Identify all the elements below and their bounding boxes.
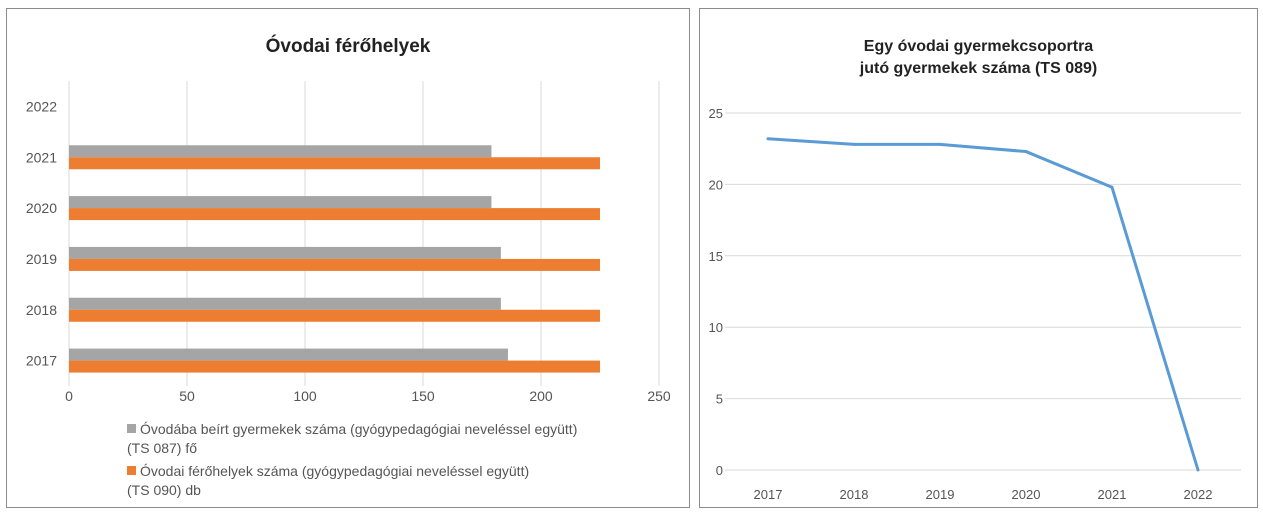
bar-enrolled xyxy=(69,297,501,310)
line-y-tick-label: 25 xyxy=(709,106,723,121)
bar-capacity xyxy=(69,360,600,373)
legend-label-enrolled-line2: (TS 087) fő xyxy=(127,440,198,456)
legend-label-enrolled-line1: Óvodába beírt gyermekek száma (gyógypeda… xyxy=(140,421,578,437)
bar-x-tick-label: 0 xyxy=(65,388,73,404)
line-y-tick-label: 0 xyxy=(716,463,723,478)
bar-capacity xyxy=(69,157,600,170)
legend-item-capacity: Óvodai férőhelyek száma (gyógypedagógiai… xyxy=(127,462,529,500)
line-chart-title-line1: Egy óvodai gyermekcsoportra xyxy=(863,38,1094,55)
bar-capacity xyxy=(69,309,600,322)
line-point xyxy=(1110,185,1114,189)
line-y-tick-label: 5 xyxy=(716,392,723,407)
bar-y-tick-label: 2017 xyxy=(26,353,57,369)
line-series xyxy=(767,137,1200,471)
line-chart-plot: 0 5 10 15 20 25 2017 2018 2019 2020 2021 2022 xyxy=(709,106,1241,502)
line-x-tick-label: 2020 xyxy=(1012,487,1041,502)
bar-y-tick-label: 2018 xyxy=(26,302,57,318)
line-point xyxy=(766,137,770,141)
line-x-tick-label: 2019 xyxy=(926,487,955,502)
line-x-tick-label: 2021 xyxy=(1098,487,1127,502)
line-point xyxy=(1196,468,1200,472)
line-point xyxy=(938,142,942,146)
bar-chart-plot: 0 50 100 150 200 250 2017 2018 2019 2020 2021 2022 xyxy=(26,81,671,404)
line-x-tick-label: 2022 xyxy=(1184,487,1213,502)
bar-capacity xyxy=(69,208,600,221)
bar-chart-title: Óvodai férőhelyek xyxy=(265,36,431,57)
bar-x-tick-label: 50 xyxy=(179,388,195,404)
line-y-tick-label: 20 xyxy=(709,177,723,192)
bar-x-tick-label: 150 xyxy=(411,388,435,404)
bar-capacity xyxy=(69,258,600,271)
bar-y-tick-label: 2020 xyxy=(26,200,57,216)
bar-y-tick-label: 2022 xyxy=(26,98,57,114)
bar-chart-panel: Óvodai férőhelyek 0 50 100 150 200 250 2017 201… xyxy=(6,8,690,508)
bar-enrolled xyxy=(69,348,508,361)
legend-label-capacity-line2: (TS 090) db xyxy=(127,482,201,498)
line-chart-title: Egy óvodai gyermekcsoportra jutó gyermek… xyxy=(700,36,1257,80)
bar-enrolled xyxy=(69,246,501,259)
bar-enrolled xyxy=(69,196,492,209)
bar-x-tick-label: 100 xyxy=(293,388,317,404)
line-x-tick-label: 2017 xyxy=(754,487,783,502)
bar-x-tick-label: 250 xyxy=(647,388,671,404)
bar-y-tick-label: 2019 xyxy=(26,251,57,267)
bar-x-tick-label: 200 xyxy=(529,388,553,404)
legend-label-capacity-line1: Óvodai férőhelyek száma (gyógypedagógiai… xyxy=(140,463,530,479)
line-chart-panel: Egy óvodai gyermekcsoportra jutó gyermek… xyxy=(699,8,1258,508)
line-y-tick-label: 10 xyxy=(709,320,723,335)
legend-swatch-enrolled xyxy=(127,424,136,433)
bar-enrolled xyxy=(69,145,492,158)
legend-item-enrolled: Óvodába beírt gyermekek száma (gyógypeda… xyxy=(127,420,577,458)
line-point xyxy=(852,142,856,146)
legend-swatch-capacity xyxy=(127,466,136,475)
line-y-tick-label: 15 xyxy=(709,249,723,264)
bar-y-tick-label: 2021 xyxy=(26,149,57,165)
line-x-tick-label: 2018 xyxy=(840,487,869,502)
line-point xyxy=(1024,150,1028,154)
line-chart-title-line2: jutó gyermekek száma (TS 089) xyxy=(859,60,1098,77)
